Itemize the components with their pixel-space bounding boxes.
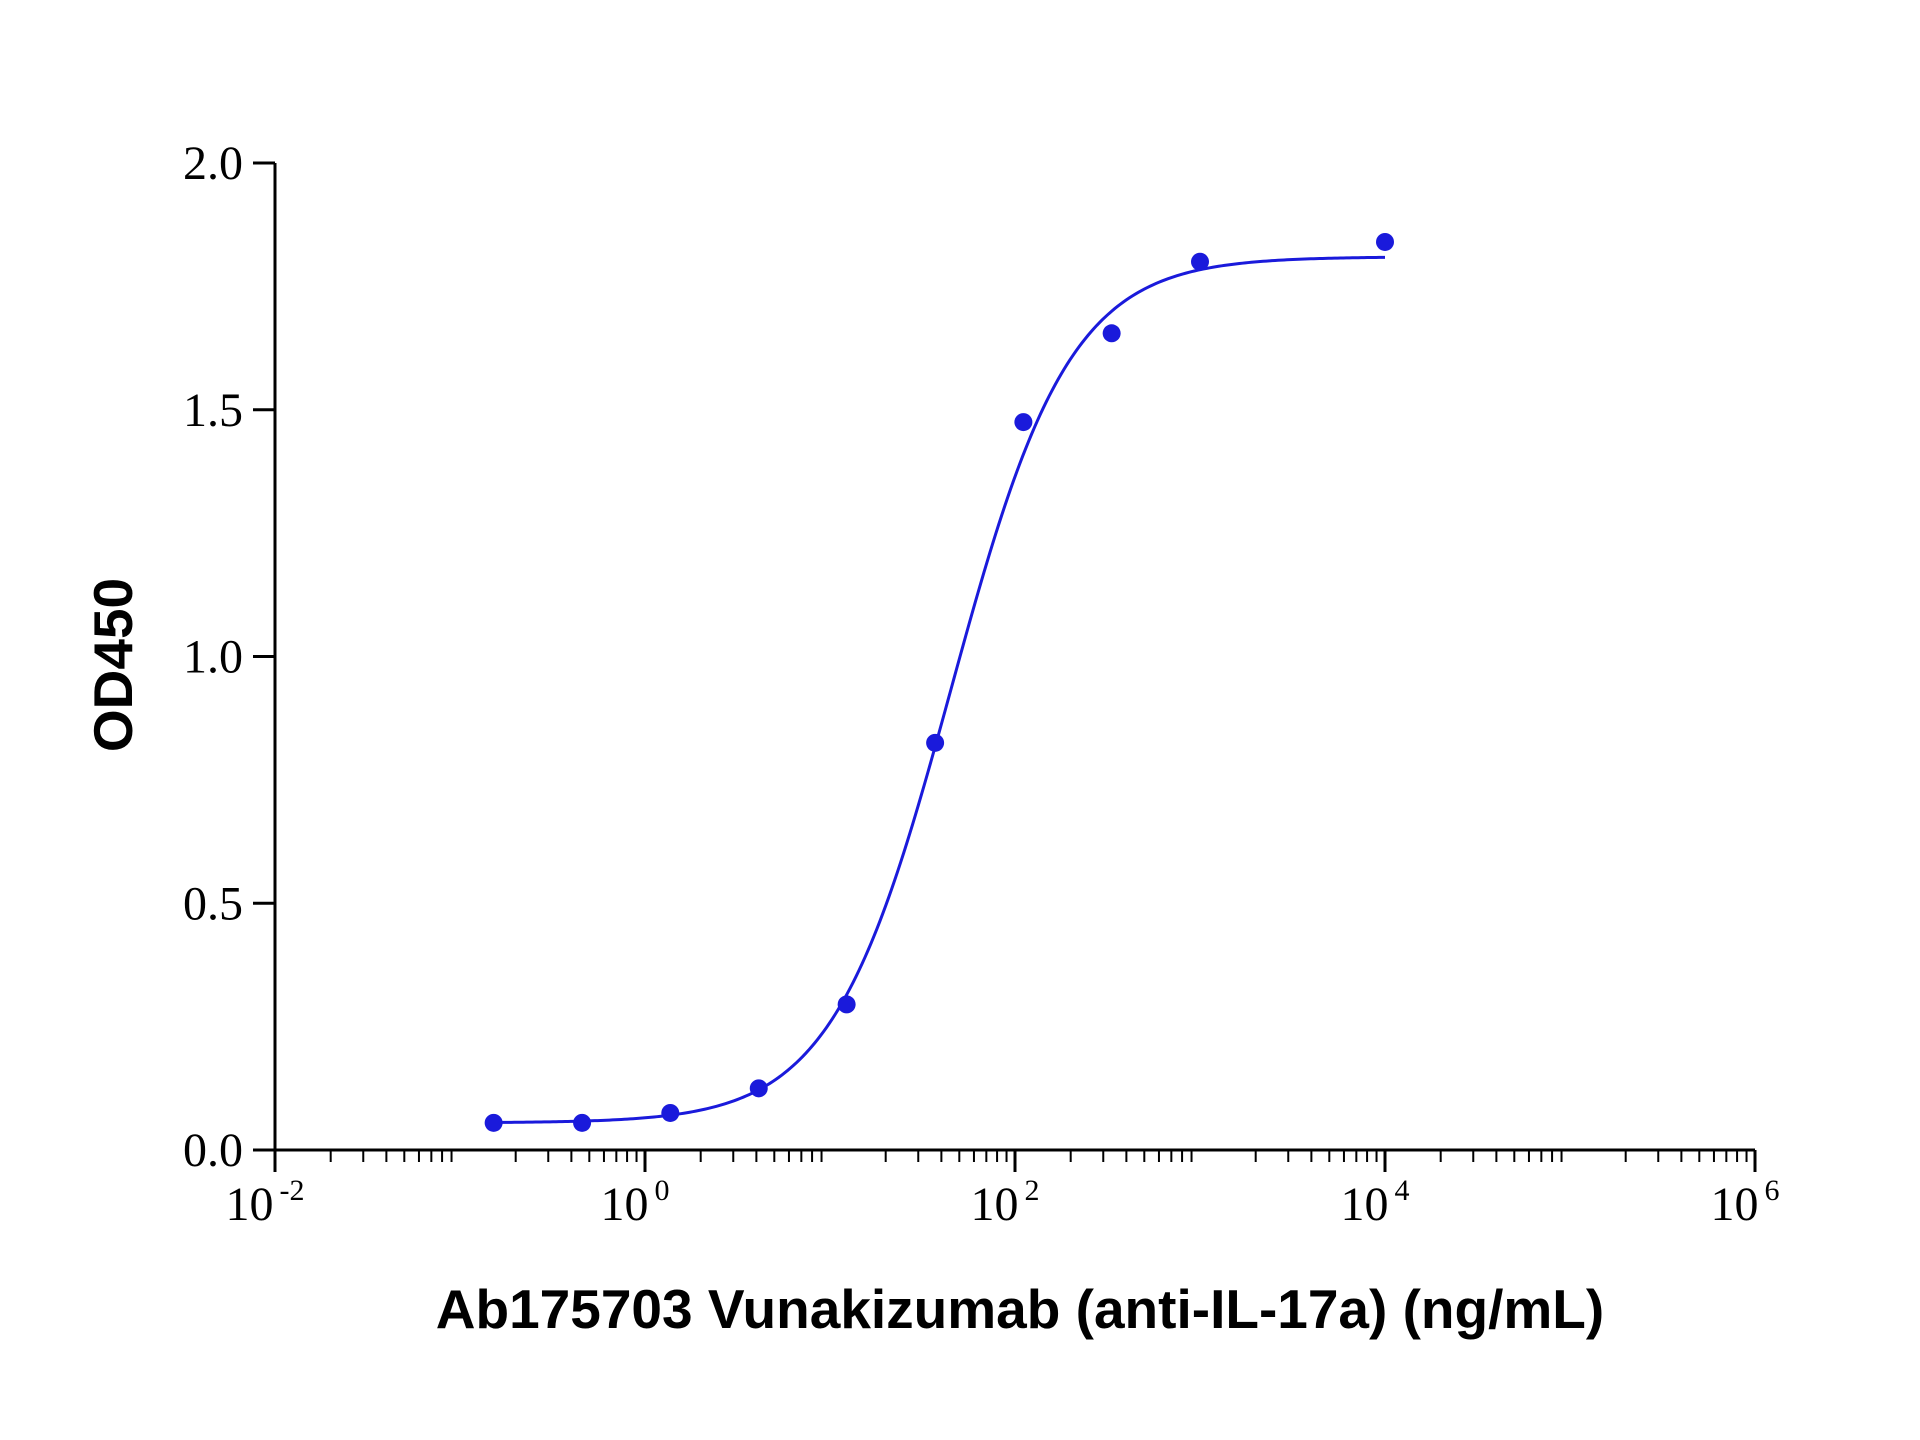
x-tick-label: 10 -2	[226, 1174, 305, 1231]
data-points	[484, 232, 1394, 1132]
x-tick-label: 10 4	[1341, 1174, 1410, 1231]
data-point	[1191, 252, 1209, 271]
y-tick-label: 2.0	[183, 137, 243, 190]
data-point	[926, 733, 945, 752]
x-axis-title: Ab175703 Vunakizumab (anti-IL-17a) (ng/m…	[436, 1278, 1604, 1340]
y-axis-title: OD450	[82, 578, 144, 752]
y-tick-label: 1.5	[183, 384, 243, 437]
x-axis-ticks: 10 -2 10 0 10 2 10 4 10 6	[226, 1150, 1780, 1231]
x-tick-label: 10 2	[971, 1174, 1040, 1231]
data-point	[1102, 324, 1121, 343]
data-point	[573, 1113, 592, 1132]
fit-curve	[493, 255, 1386, 1124]
data-point	[484, 1113, 503, 1132]
y-tick-label: 0.5	[183, 877, 243, 930]
data-point	[661, 1103, 680, 1122]
y-axis-ticks: 0.0 0.5 1.0 1.5 2.0	[183, 137, 275, 1177]
y-tick-label: 1.0	[183, 631, 243, 684]
x-tick-label: 10 6	[1711, 1174, 1780, 1231]
x-tick-label: 10 0	[601, 1174, 670, 1231]
y-tick-label: 0.0	[183, 1124, 243, 1177]
data-point	[1014, 413, 1033, 432]
data-point	[749, 1079, 768, 1098]
data-point	[1376, 232, 1394, 251]
data-point	[837, 995, 856, 1014]
